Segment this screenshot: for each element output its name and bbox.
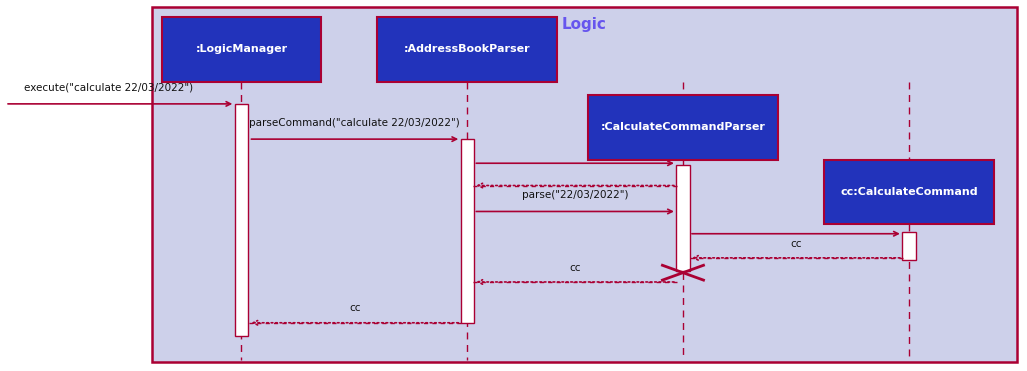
Text: :LogicManager: :LogicManager (195, 44, 288, 54)
Text: :AddressBookParser: :AddressBookParser (404, 44, 531, 54)
Text: parse("22/03/2022"): parse("22/03/2022") (522, 190, 629, 200)
Bar (461, 139, 474, 323)
Bar (378, 17, 558, 82)
Bar (903, 232, 916, 260)
Bar (234, 104, 249, 336)
Text: :CalculateCommandParser: :CalculateCommandParser (601, 122, 765, 132)
Bar (824, 160, 994, 224)
Bar (677, 165, 690, 271)
Bar (587, 95, 778, 160)
Bar (161, 17, 320, 82)
Text: Logic: Logic (562, 17, 607, 32)
Bar (152, 7, 1017, 362)
Text: cc: cc (790, 239, 802, 249)
Text: execute("calculate 22/03/2022"): execute("calculate 22/03/2022") (24, 83, 193, 93)
Text: parseCommand("calculate 22/03/2022"): parseCommand("calculate 22/03/2022") (250, 118, 460, 128)
Text: cc:CalculateCommand: cc:CalculateCommand (840, 187, 978, 197)
Text: cc: cc (349, 303, 360, 313)
Text: cc: cc (569, 263, 581, 273)
